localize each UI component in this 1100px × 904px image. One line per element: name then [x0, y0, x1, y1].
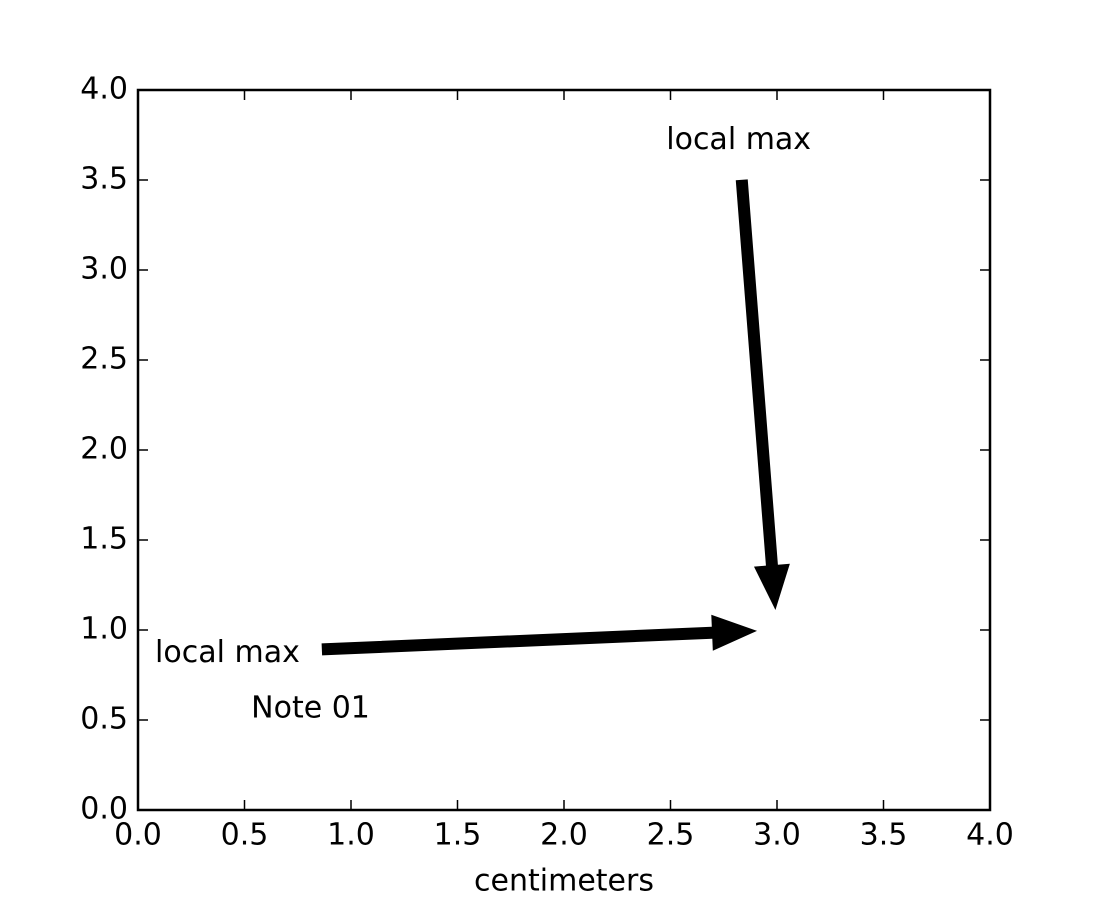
y-tick-label: 3.0	[80, 252, 128, 287]
y-tick-label: 0.5	[80, 702, 128, 737]
x-tick-label: 2.5	[647, 818, 695, 853]
x-tick-label: 1.5	[434, 818, 482, 853]
x-axis-label: centimeters	[474, 864, 654, 899]
annotation-arrow	[735, 179, 790, 611]
x-tick-label: 3.0	[753, 818, 801, 853]
annotation-arrow	[321, 614, 758, 656]
x-tick-label: 1.0	[327, 818, 375, 853]
x-tick-label: 4.0	[966, 818, 1014, 853]
annotation-text: local max	[155, 635, 300, 670]
x-tick-label: 2.0	[540, 818, 588, 853]
y-tick-label: 1.5	[80, 522, 128, 557]
y-tick-label: 3.5	[80, 162, 128, 197]
y-tick-label: 4.0	[80, 72, 128, 107]
y-tick-label: 2.5	[80, 342, 128, 377]
x-tick-label: 3.5	[860, 818, 908, 853]
annotation-text: local max	[666, 122, 811, 157]
y-tick-label: 1.0	[80, 612, 128, 647]
x-tick-label: 0.5	[221, 818, 269, 853]
y-tick-label: 2.0	[80, 432, 128, 467]
y-tick-label: 0.0	[80, 792, 128, 827]
x-tick-label: 0.0	[114, 818, 162, 853]
annotation-text: Note 01	[251, 691, 370, 726]
